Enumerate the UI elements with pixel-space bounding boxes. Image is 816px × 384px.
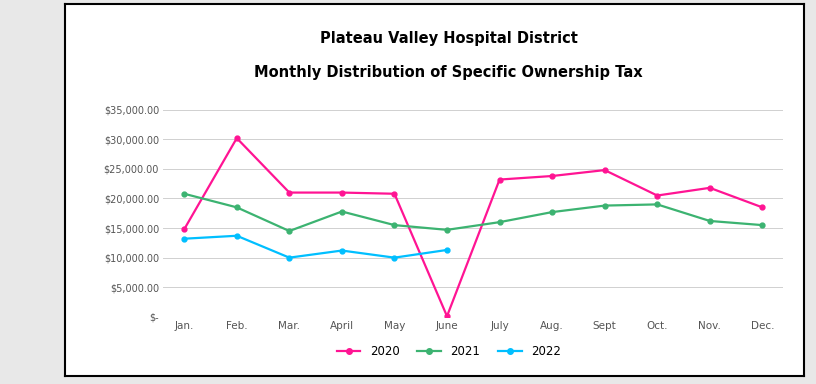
Legend: 2020, 2021, 2022: 2020, 2021, 2022 [332,340,565,363]
Text: Plateau Valley Hospital District: Plateau Valley Hospital District [320,31,578,46]
Text: Monthly Distribution of Specific Ownership Tax: Monthly Distribution of Specific Ownersh… [255,65,643,81]
